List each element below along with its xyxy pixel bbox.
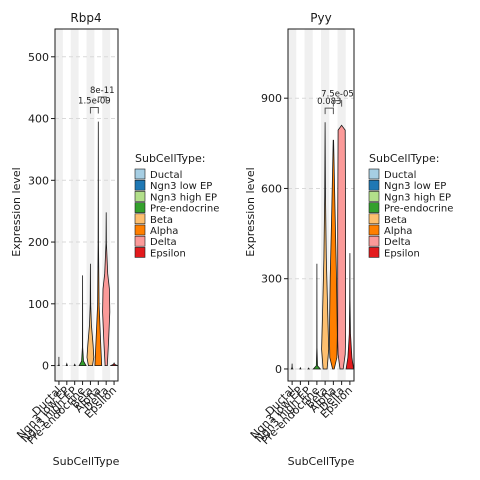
legend-label: Epsilon — [384, 248, 420, 259]
violin-beta — [86, 263, 95, 366]
background-stripe — [304, 29, 313, 381]
violin-ductal — [290, 363, 294, 370]
y-tick-label: 900 — [261, 92, 282, 105]
significance-label: 1.5e-09 — [78, 97, 111, 107]
significance-bracket — [332, 100, 343, 107]
violin-epsilon — [345, 253, 355, 370]
background-stripe — [102, 29, 111, 381]
significance-label: 0.083 — [317, 97, 341, 107]
x-axis-label: SubCellType — [288, 455, 355, 468]
significance-label: 8e-11 — [90, 86, 115, 96]
legend-swatch — [134, 168, 146, 180]
y-tick-label: 300 — [28, 174, 49, 187]
violin-ngn3-high-ep — [307, 367, 310, 370]
y-tick-label: 0 — [42, 360, 49, 373]
legend-swatch — [368, 191, 380, 202]
legend-label: Ngn3 high EP — [384, 192, 451, 203]
background-stripe — [288, 29, 297, 381]
y-tick-label: 500 — [28, 51, 49, 64]
y-axis-label: Expression level — [10, 167, 23, 256]
violin-pre-endocrine — [78, 275, 87, 366]
legend-swatch — [134, 213, 146, 225]
y-tick-label: 300 — [261, 273, 282, 286]
legend-label: Pre-endocrine — [150, 204, 219, 215]
y-tick-label: 0 — [275, 363, 282, 376]
legend-swatch — [134, 247, 146, 258]
legend-swatch — [368, 247, 380, 258]
legend-label: Beta — [384, 215, 407, 226]
panel-title: Rbp4 — [70, 11, 101, 25]
legend-swatch — [134, 224, 146, 236]
legend-label: Delta — [384, 237, 411, 248]
y-axis-label: Expression level — [244, 167, 257, 256]
legend-swatch — [368, 168, 380, 180]
legend-swatch — [368, 213, 380, 225]
y-tick-label: 400 — [28, 113, 49, 126]
violin-alpha — [328, 139, 338, 370]
y-tick-label: 200 — [28, 236, 49, 249]
panel-rbp4: Rbp4 Expression level SubCellType 0 100 20… — [10, 11, 120, 468]
significance-bracket — [324, 107, 334, 115]
violin-ngn3-low-ep — [299, 366, 302, 370]
legend-title: SubCellType: — [135, 152, 205, 165]
legend-label: Ngn3 high EP — [150, 192, 217, 203]
legend-swatch — [134, 202, 146, 213]
legend-label: Ductal — [384, 170, 416, 181]
background-stripe — [55, 29, 63, 381]
panel-border — [54, 28, 119, 382]
legend-swatch — [134, 191, 146, 202]
violin-beta — [321, 122, 330, 370]
violin-ngn3-low-ep — [65, 362, 68, 366]
legend-swatch — [134, 235, 146, 247]
violin-alpha — [94, 121, 103, 366]
violin-ngn3-high-ep — [73, 363, 76, 366]
legend-label: Ngn3 low EP — [150, 181, 212, 192]
legend-label: Ductal — [150, 170, 182, 181]
violin-delta — [337, 124, 346, 370]
panel-pyy: Pyy Expression level SubCellType 0 300 600… — [244, 11, 355, 468]
violin-pre-endocrine — [312, 263, 322, 370]
panel-border — [287, 28, 355, 382]
legend-label: Pre-endocrine — [384, 204, 453, 215]
legend-swatch — [368, 235, 380, 247]
violin-epsilon — [110, 362, 118, 366]
legend-label: Ngn3 low EP — [384, 181, 446, 192]
legend-label: Alpha — [150, 226, 178, 237]
y-tick-label: 100 — [28, 298, 49, 311]
panel-title: Pyy — [310, 11, 331, 25]
legend-swatch — [368, 179, 380, 191]
violin-delta — [102, 212, 111, 366]
legend-title: SubCellType: — [369, 152, 439, 165]
background-stripe — [70, 29, 79, 381]
y-tick-label: 600 — [261, 182, 282, 195]
significance-bracket — [97, 96, 107, 103]
legend-swatch — [368, 202, 380, 213]
significance-label: 7.5e-05 — [321, 90, 354, 100]
violin-ductal — [56, 356, 60, 366]
legend-label: Epsilon — [150, 248, 186, 259]
legend-swatch — [134, 179, 146, 191]
legend-label: Alpha — [384, 226, 412, 237]
legend-label: Beta — [150, 215, 173, 226]
significance-bracket — [89, 107, 99, 114]
legend-swatch — [368, 224, 380, 236]
legend-label: Delta — [150, 237, 177, 248]
x-axis-label: SubCellType — [53, 455, 120, 468]
background-stripe — [86, 29, 95, 381]
